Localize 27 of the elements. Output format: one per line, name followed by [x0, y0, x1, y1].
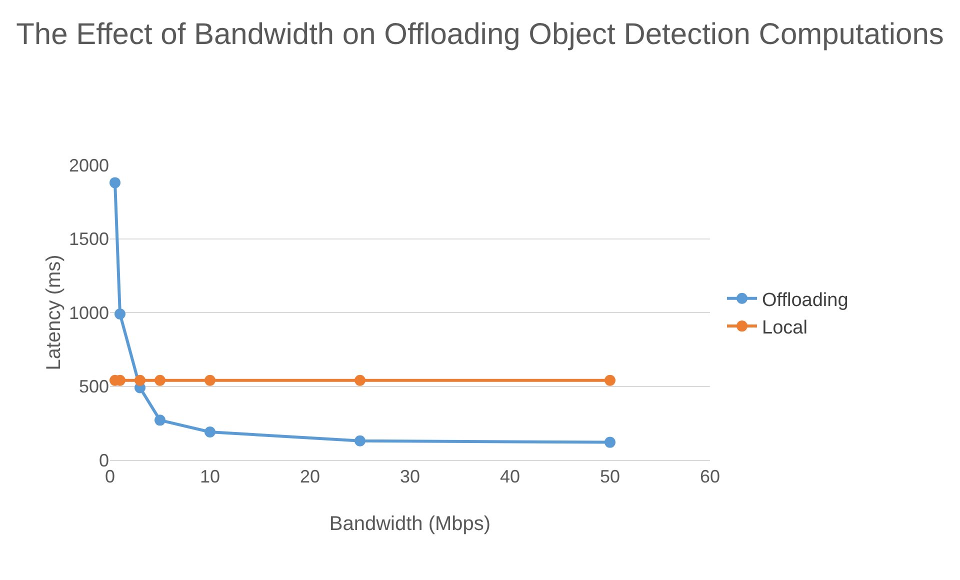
x-tick-label: 20 [300, 466, 320, 487]
x-tick-label: 30 [400, 466, 420, 487]
point [154, 414, 166, 426]
chart-title: The Effect of Bandwidth on Offloading Object Detection Computations [16, 18, 944, 52]
point [134, 374, 146, 386]
y-tick-label: 0 [98, 450, 109, 470]
point [204, 374, 216, 386]
x-axis-title: Bandwidth (Mbps) [329, 513, 491, 535]
x-tick-label: 60 [700, 466, 720, 487]
y-tick-label: 1500 [68, 229, 109, 250]
point [354, 435, 366, 446]
y-tick-label: 2000 [68, 155, 109, 176]
point [604, 436, 616, 448]
y-tick-label: 1000 [68, 302, 109, 323]
point [114, 308, 126, 320]
point [204, 426, 216, 438]
legend-label: Offloading [762, 290, 848, 311]
x-tick-label: 10 [200, 466, 220, 487]
x-tick-label: 40 [500, 466, 520, 487]
point [154, 374, 166, 386]
y-axis-title: Latency (ms) [43, 254, 65, 370]
point [354, 374, 366, 386]
legend-label: Local [762, 317, 808, 338]
point [110, 177, 120, 188]
x-tick-label: 50 [600, 466, 620, 487]
point [604, 374, 616, 386]
y-tick-label: 500 [78, 376, 109, 397]
